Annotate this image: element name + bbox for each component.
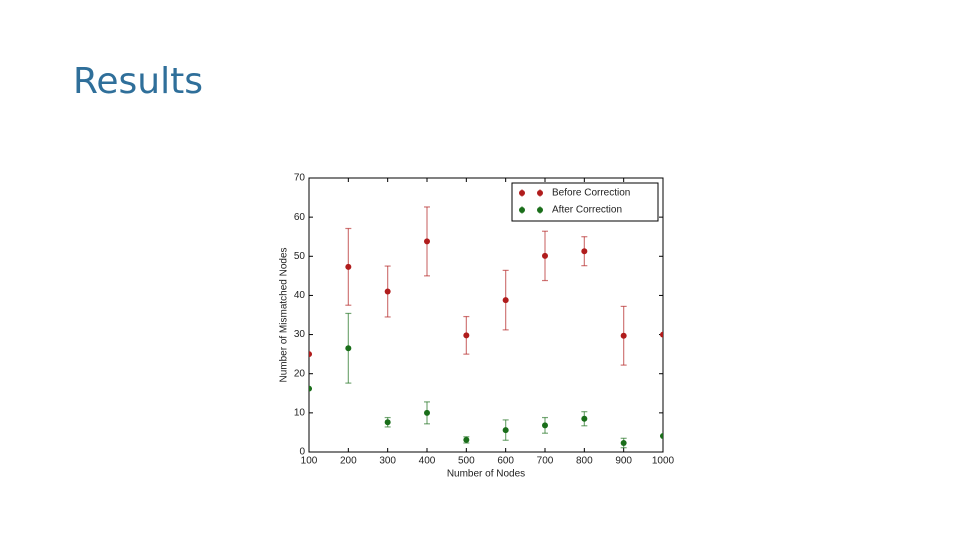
y-tick-label: 40 [294, 290, 306, 301]
slide-title: Results [73, 61, 203, 102]
y-tick-label: 0 [299, 447, 305, 458]
point [660, 432, 663, 439]
x-tick-label: 700 [537, 456, 554, 467]
point [542, 422, 548, 429]
y-tick-label: 70 [294, 173, 306, 184]
point [660, 331, 663, 338]
legend-label: Before Correction [552, 188, 630, 199]
y-tick-label: 10 [294, 407, 306, 418]
point [620, 439, 627, 446]
legend-label: After Correction [552, 205, 622, 216]
x-tick-label: 500 [458, 456, 475, 467]
x-tick-label: 300 [379, 456, 396, 467]
x-tick-label: 900 [615, 456, 632, 467]
point [542, 252, 548, 259]
point [424, 238, 430, 245]
point [384, 288, 391, 295]
point [463, 332, 470, 339]
x-tick-label: 1000 [652, 456, 675, 467]
y-tick-label: 20 [294, 368, 306, 379]
point [581, 415, 588, 422]
point [620, 332, 627, 339]
point [581, 248, 588, 255]
plot-area [308, 177, 664, 453]
x-tick-label: 600 [497, 456, 514, 467]
point [345, 345, 352, 352]
plot-marks [309, 206, 663, 449]
x-tick-label: 100 [301, 456, 318, 467]
y-tick-label: 30 [294, 329, 306, 340]
y-tick-label: 60 [294, 212, 306, 223]
point [345, 263, 352, 270]
x-axis-label: Number of Nodes [447, 469, 525, 480]
point [424, 409, 430, 416]
point [384, 419, 391, 426]
x-tick-label: 400 [419, 456, 436, 467]
y-tick-label: 50 [294, 251, 306, 262]
legend-marker [537, 207, 543, 213]
y-axis-label: Number of Mismatched Nodes [279, 247, 290, 382]
point [309, 385, 312, 392]
x-tick-label: 200 [340, 456, 357, 467]
legend-marker [519, 207, 525, 213]
legend-marker [519, 190, 525, 196]
point [463, 436, 470, 443]
point [309, 351, 312, 358]
point [502, 427, 509, 434]
legend-box [511, 182, 659, 222]
x-tick-label: 800 [576, 456, 593, 467]
point [502, 297, 509, 304]
legend-marker [537, 190, 543, 196]
